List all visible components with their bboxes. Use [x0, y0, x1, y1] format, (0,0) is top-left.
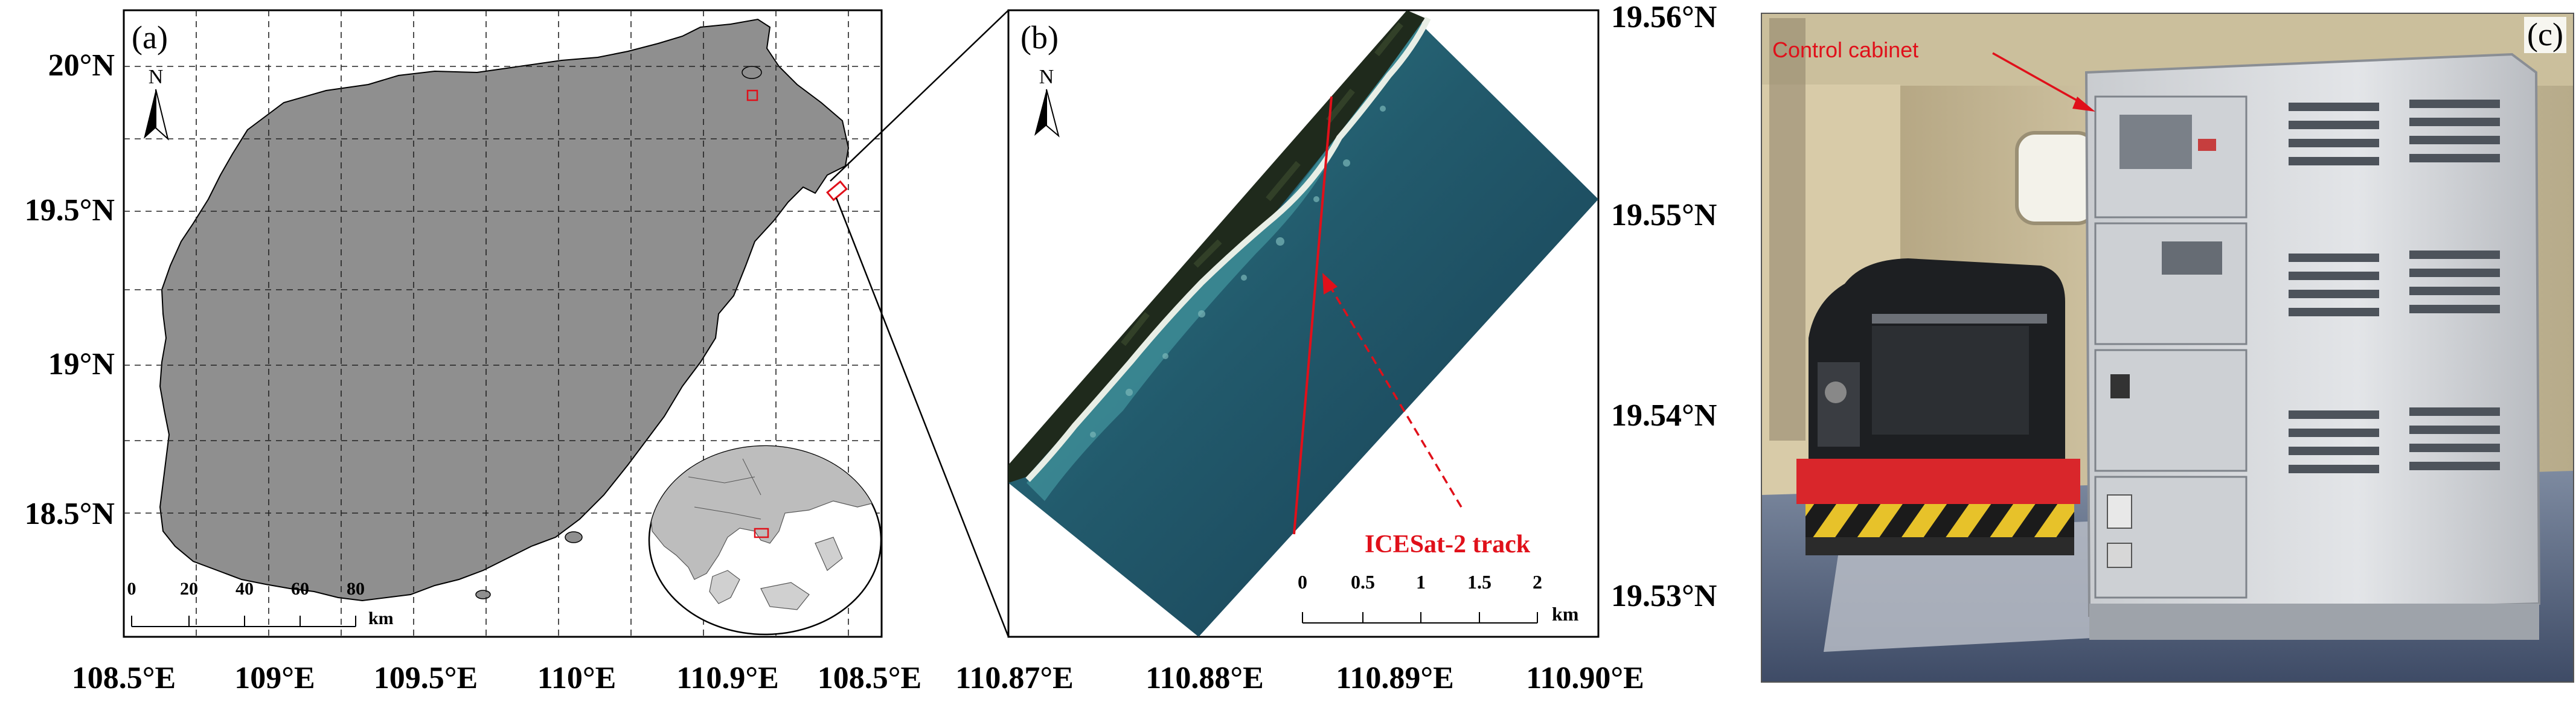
svg-text:60: 60	[291, 579, 309, 599]
lon-labels-b: 110.87°E 110.88°E 110.89°E 110.90°E	[955, 661, 1644, 695]
islet	[742, 66, 762, 79]
lon-label: 110.88°E	[1145, 661, 1264, 695]
svg-text:0.5: 0.5	[1351, 571, 1375, 593]
lat-labels-b: 19.56°N 19.55°N 19.54°N 19.53°N	[1611, 0, 1717, 613]
svg-text:20: 20	[180, 579, 198, 599]
lat-label: 19.5°N	[25, 193, 115, 228]
svg-text:N: N	[149, 66, 164, 88]
lat-label: 19.55°N	[1611, 198, 1717, 232]
lidar-instrument	[1809, 258, 2065, 459]
lon-label: 110.90°E	[1526, 661, 1644, 695]
lat-label: 19.54°N	[1611, 398, 1717, 433]
satellite-image	[1008, 10, 1598, 637]
islet	[565, 531, 583, 543]
lat-label: 19°N	[48, 347, 115, 381]
svg-text:80: 80	[347, 579, 365, 599]
zoom-connector-lines	[830, 10, 1010, 637]
control-cabinet	[2084, 53, 2541, 640]
lon-labels-a: 108.5°E 109°E 109.5°E 110°E 110.9°E 108.…	[72, 661, 921, 695]
lat-label: 18.5°N	[25, 497, 115, 531]
scale-bar-a: 0 20 40 60 80 km	[127, 579, 394, 628]
study-area-marker-small	[746, 89, 758, 101]
svg-text:0: 0	[127, 579, 136, 599]
svg-text:1: 1	[1416, 571, 1426, 593]
cabin-window	[2015, 131, 2097, 225]
lon-label: 109.5°E	[374, 661, 478, 695]
lat-label: 20°N	[48, 48, 115, 83]
panel-b-label: (b)	[1020, 19, 1059, 56]
study-area-marker	[826, 180, 848, 202]
svg-text:40: 40	[235, 579, 254, 599]
svg-text:N: N	[1039, 66, 1054, 88]
control-cabinet-label: Control cabinet	[1772, 37, 1918, 62]
lat-labels-a: 20°N 19.5°N 19°N 18.5°N	[25, 48, 115, 531]
lon-label: 108.5°E	[72, 661, 176, 695]
inset-globe	[648, 445, 882, 636]
svg-text:2: 2	[1533, 571, 1542, 593]
svg-text:km: km	[368, 608, 394, 628]
coastline-beach	[1025, 16, 1431, 482]
scale-bar-b: 0 0.5 1 1.5 2 km	[1298, 571, 1579, 625]
control-cabinet-arrow	[1992, 52, 2087, 107]
icesat2-track-line	[1293, 96, 1333, 535]
track-annotation-arrow	[1322, 273, 1463, 508]
islet	[475, 590, 491, 599]
svg-text:1.5: 1.5	[1467, 571, 1491, 593]
hainan-island	[159, 18, 850, 602]
lon-label: 109°E	[234, 661, 315, 695]
north-arrow-b: N	[1034, 66, 1060, 138]
lat-label: 19.53°N	[1611, 579, 1717, 613]
lon-label: 110°E	[537, 661, 617, 695]
north-arrow-a: N	[144, 66, 169, 141]
instrument-platform	[1796, 459, 2080, 555]
panel-a: (a) N 0 20 40 60 80 km 20°N 19.5°N 19°N	[25, 9, 921, 695]
panel-c-frame	[1761, 13, 2574, 683]
svg-text:km: km	[1552, 603, 1579, 625]
lon-label: 110.9°E	[676, 661, 779, 695]
panel-c-label: (c)	[2527, 16, 2563, 53]
lon-label: 110.87°E	[955, 661, 1074, 695]
panel-a-label: (a)	[132, 19, 168, 56]
lat-label: 19.56°N	[1611, 0, 1717, 34]
svg-text:0: 0	[1298, 571, 1307, 593]
lon-label: 110.89°E	[1336, 661, 1454, 695]
icesat2-track-label: ICESat-2 track	[1365, 531, 1531, 558]
lon-label: 108.5°E	[818, 661, 921, 695]
panel-c-photo: Control cabinet (c)	[1761, 13, 2574, 683]
panel-b: ICESat-2 track (b) N 0 0.5 1 1.5 2 km 19…	[955, 0, 1717, 695]
